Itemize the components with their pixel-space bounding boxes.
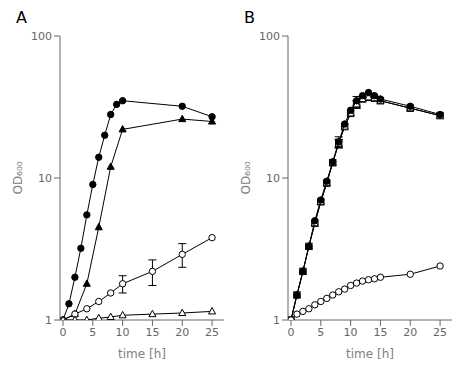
svg-text:20: 20 xyxy=(403,326,417,339)
svg-text:5: 5 xyxy=(89,326,96,339)
svg-text:0: 0 xyxy=(287,326,294,339)
svg-text:15: 15 xyxy=(145,326,159,339)
svg-text:time [h]: time [h] xyxy=(346,347,394,361)
svg-text:100: 100 xyxy=(259,30,280,43)
svg-text:15: 15 xyxy=(373,326,387,339)
svg-text:5: 5 xyxy=(317,326,324,339)
svg-text:time [h]: time [h] xyxy=(118,347,166,361)
html-text:B: B xyxy=(244,8,255,27)
svg-text:10: 10 xyxy=(266,172,280,185)
svg-text:20: 20 xyxy=(175,326,189,339)
svg-text:0: 0 xyxy=(59,326,66,339)
svg-text:10: 10 xyxy=(344,326,358,339)
svg-text:1: 1 xyxy=(273,314,280,327)
svg-text:10: 10 xyxy=(38,172,52,185)
svg-text:10: 10 xyxy=(116,326,130,339)
svg-text:25: 25 xyxy=(433,326,447,339)
svg-text:1: 1 xyxy=(45,314,52,327)
svg-text:OD₆₀₀: OD₆₀₀ xyxy=(11,161,25,194)
svg-text:OD₆₀₀: OD₆₀₀ xyxy=(239,161,253,194)
svg-text:100: 100 xyxy=(31,30,52,43)
svg-text:25: 25 xyxy=(205,326,219,339)
html-text:A: A xyxy=(16,8,27,27)
